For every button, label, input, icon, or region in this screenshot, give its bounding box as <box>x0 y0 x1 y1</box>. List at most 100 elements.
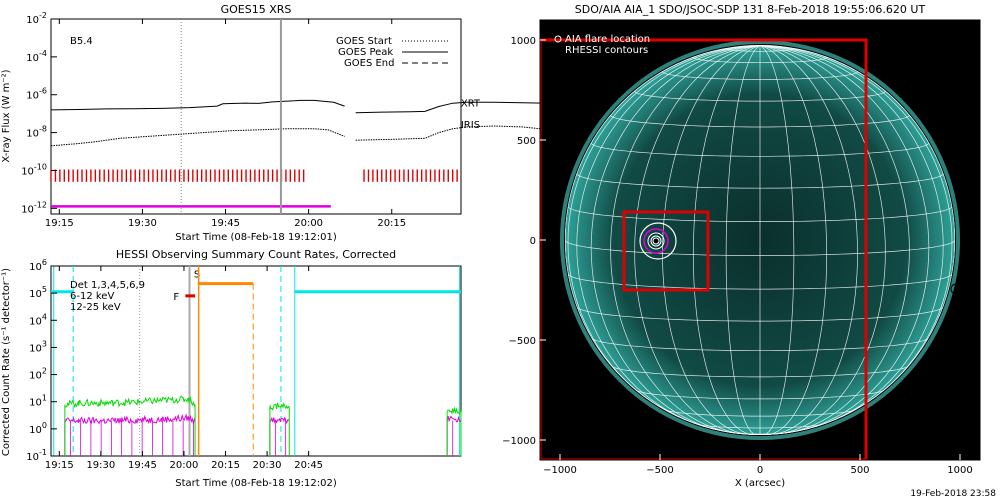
longitude-line <box>759 45 828 435</box>
longitude-line <box>759 45 910 435</box>
longitude-line <box>576 45 761 435</box>
limb-marker <box>950 283 962 295</box>
flare-location-circle <box>639 222 677 260</box>
hessi-x-tick-label: 20:15 <box>211 460 240 471</box>
rhessi-contour <box>650 235 662 247</box>
hessi-x-axis-label: Start Time (08-Feb-18 19:12:02) <box>175 478 337 489</box>
aia-footer-date: 19-Feb-2018 23:58 <box>910 489 996 499</box>
hessi-y-tick-label: 105 <box>29 285 47 300</box>
hessi-title: HESSI Observing Summary Count Rates, Cor… <box>116 248 396 261</box>
aia-overlays <box>540 38 962 460</box>
hessi-legend-mid: 12-25 keV <box>70 302 121 313</box>
goes-iris-label: IRIS <box>461 120 480 131</box>
longitude-line <box>759 45 886 435</box>
hessi-y-tick-label: 100 <box>29 421 47 436</box>
hessi-x-ticks: 19:15 19:30 19:45 20:00 20:15 20:30 20:45 <box>45 266 323 471</box>
count-rate-line <box>64 395 196 409</box>
goes-y-tick-label: 10-10 <box>21 162 47 177</box>
hessi-x-tick-label: 20:45 <box>294 460 323 471</box>
longitude-line <box>692 45 761 435</box>
hessi-x-tick-label: 19:30 <box>86 460 115 471</box>
hessi-y-axis-label: Corrected Count Rate (s⁻¹ detector⁻¹) <box>1 268 12 456</box>
hessi-y-tick-label: 106 <box>29 258 47 273</box>
hessi-y-tick-label: 10-1 <box>26 448 47 463</box>
goes-plot-frame <box>50 18 462 215</box>
count-rate-line <box>446 415 462 423</box>
goes-class-label: B5.4 <box>70 36 93 47</box>
goes-plot-marks <box>50 19 606 214</box>
goes-y-tick-label: 10-12 <box>21 200 47 215</box>
longitude-line <box>590 45 761 435</box>
goes-short-channel-line <box>50 128 345 147</box>
goes-legend-start: GOES Start <box>336 36 392 47</box>
goes-y-axis-label: X-ray Flux (W m⁻²) <box>1 69 12 162</box>
aia-legend-bottom: XRT FOV IRIS FOV <box>552 422 595 444</box>
goes-long-channel-line <box>50 99 345 111</box>
aia-y-tick-label: −500 <box>509 336 536 347</box>
goes-xrt-label: XRT <box>461 98 481 109</box>
sun-limb-glow <box>560 40 960 440</box>
rhessi-contour <box>643 228 669 254</box>
rhessi-contour <box>647 232 665 250</box>
aia-legend-rhessi: RHESSI contours <box>565 45 648 56</box>
count-rate-line <box>446 406 462 415</box>
hessi-y-tick-label: 104 <box>29 312 47 327</box>
longitude-line <box>634 45 761 435</box>
hessi-plot-frame <box>50 265 462 457</box>
hessi-y-tick-label: 103 <box>29 339 47 354</box>
goes-y-tick-label: 10-6 <box>26 87 47 102</box>
aia-x-tick-label: 1000 <box>947 465 972 476</box>
xrt-fov-box <box>540 38 868 460</box>
aia-y-tick-label: 0 <box>530 236 536 247</box>
longitude-line <box>610 45 761 435</box>
hessi-x-tick-label: 19:15 <box>45 460 74 471</box>
longitude-line <box>662 45 761 435</box>
aia-image-panel: SDO/AIA AIA_1 SDO/JSOC-SDP 131 8-Feb-201… <box>502 3 996 499</box>
goes-x-axis-label: Start Time (08-Feb-18 19:12:01) <box>175 232 337 243</box>
goes-x-ticks: 19:15 19:30 19:45 20:00 20:15 <box>45 19 406 229</box>
goes-y-tick-label: 10-8 <box>26 125 47 140</box>
aia-y-ticks: −1000 −500 0 500 1000 <box>502 36 546 447</box>
hessi-panel: HESSI Observing Summary Count Rates, Cor… <box>1 248 462 489</box>
hessi-legend-low: 6-12 keV <box>70 291 114 302</box>
goes-y-tick-label: 10-2 <box>26 11 47 26</box>
aia-legend-top: AIA flare location RHESSI contours <box>554 34 650 56</box>
longitude-line <box>759 45 944 435</box>
goes-x-tick-label: 19:15 <box>45 218 74 229</box>
longitude-line <box>759 45 930 435</box>
hessi-x-tick-label: 20:30 <box>253 460 282 471</box>
goes-x-tick-label: 19:45 <box>211 218 240 229</box>
hessi-x-tick-label: 19:45 <box>128 460 157 471</box>
hessi-plot-marks: FS <box>51 266 462 456</box>
count-rate-line <box>64 413 196 425</box>
aia-title: SDO/AIA AIA_1 SDO/JSOC-SDP 131 8-Feb-201… <box>575 3 926 16</box>
aia-x-tick-label: −500 <box>646 465 673 476</box>
goes-x-tick-label: 19:30 <box>128 218 157 229</box>
goes-x-tick-label: 20:00 <box>294 218 323 229</box>
aia-legend-xrt: XRT FOV <box>552 422 595 433</box>
aia-x-tick-label: 0 <box>757 465 763 476</box>
rhessi-contour-core <box>652 237 660 245</box>
goes-x-tick-label: 20:15 <box>377 218 406 229</box>
aia-y-tick-label: −1000 <box>502 436 536 447</box>
saa-flag-label: S <box>194 270 200 281</box>
aia-y-tick-label: 1000 <box>511 36 536 47</box>
goes-y-tick-label: 10-4 <box>26 49 47 64</box>
heliographic-grid <box>565 45 955 435</box>
longitude-line <box>759 45 955 435</box>
flare-flag-label: F <box>173 292 179 303</box>
longitude-line <box>725 45 761 435</box>
iris-fov-box <box>622 210 710 292</box>
hessi-legend: Det 1,3,4,5,6,9 6-12 keV 12-25 keV <box>70 280 145 313</box>
aia-x-tick-label: −1000 <box>543 465 577 476</box>
aia-x-tick-label: 500 <box>850 465 869 476</box>
aia-legend-iris: IRIS FOV <box>552 433 595 444</box>
hessi-x-tick-label: 20:00 <box>170 460 199 471</box>
longitude-line <box>565 45 761 435</box>
aia-y-tick-label: 500 <box>517 136 536 147</box>
count-rate-line <box>269 401 290 411</box>
goes-legend-peak: GOES Peak <box>338 47 393 58</box>
count-rate-line <box>269 416 290 425</box>
longitude-line <box>759 45 795 435</box>
aia-legend-flare: AIA flare location <box>565 34 650 45</box>
